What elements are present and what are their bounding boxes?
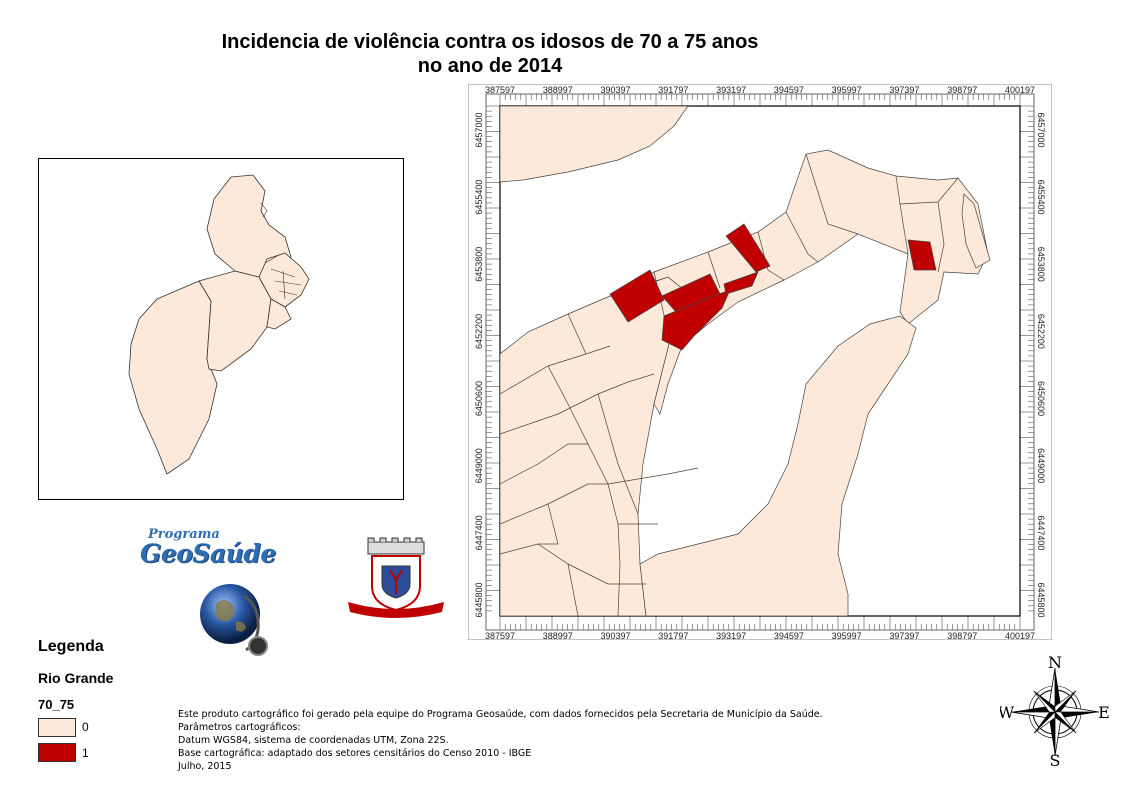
legend-label-0: 0 <box>82 720 89 734</box>
y-labels-left: 6457000 6455400 6453800 6452200 6450600 64490… <box>474 112 484 617</box>
x-coord-label-top: 395997 <box>832 85 862 95</box>
y-coord-label-left: 6447400 <box>474 515 484 550</box>
x-coord-label-bottom: 400197 <box>1005 631 1035 640</box>
x-coord-label-top: 390397 <box>601 85 631 95</box>
compass-e: E <box>1098 703 1110 722</box>
x-labels-top: 387597 388997 390397 391797 393197 394597 3959… <box>485 85 1035 95</box>
globe-stethoscope-icon <box>200 584 268 656</box>
y-coord-label-right: 6445800 <box>1036 582 1046 617</box>
x-coord-label-bottom: 393197 <box>716 631 746 640</box>
y-coord-label-left: 6452200 <box>474 314 484 349</box>
y-coord-label-right: 6457000 <box>1036 112 1046 147</box>
logo-geosaude-text: GeoSaúde <box>140 539 276 568</box>
logo-program-text: Programa <box>148 527 220 542</box>
compass-n: N <box>1048 653 1062 672</box>
legend-swatch-1 <box>38 743 76 762</box>
inset-region-central <box>198 270 272 372</box>
y-coord-label-left: 6455400 <box>474 180 484 215</box>
y-coord-label-right: 6452200 <box>1036 314 1046 349</box>
map-notes: Este produto cartográfico foi gerado pel… <box>178 708 823 773</box>
geosaude-logo: Programa GeoSaúde <box>140 527 300 566</box>
legend-layer-name: Rio Grande <box>38 670 114 686</box>
main-map: 387597 388997 390397 391797 393197 394597 3959… <box>467 83 1053 641</box>
note-line: Julho, 2015 <box>178 761 232 772</box>
sector-highlight-1 <box>609 269 665 323</box>
land-north-strip <box>500 106 689 183</box>
inset-region-urban <box>258 252 310 308</box>
x-coord-label-top: 388997 <box>543 85 573 95</box>
map-title-line2: no ano de 2014 <box>417 55 563 77</box>
legend-field-name: 70_75 <box>38 697 75 712</box>
sector-highlight-3 <box>661 289 731 351</box>
sector-highlight-5 <box>725 223 771 273</box>
x-labels-bottom: 387597 388997 390397 391797 393197 394597 3959… <box>485 631 1035 641</box>
x-coord-label-bottom: 398797 <box>947 631 977 640</box>
x-coord-label-bottom: 390397 <box>601 631 631 640</box>
x-coord-label-top: 393197 <box>716 85 746 95</box>
y-coord-label-right: 6453800 <box>1036 247 1046 282</box>
map-title: Incidencia de violência contra os idosos… <box>150 30 830 78</box>
x-coord-label-top: 391797 <box>658 85 688 95</box>
y-coord-label-right: 6450600 <box>1036 381 1046 416</box>
highlight-sectors <box>609 223 937 351</box>
y-coord-label-left: 6450600 <box>474 381 484 416</box>
x-coord-label-bottom: 388997 <box>543 631 573 640</box>
compass-w: W <box>1000 703 1015 722</box>
legend-title: Legenda <box>38 638 104 655</box>
y-coord-label-left: 6445800 <box>474 582 484 617</box>
x-coord-label-bottom: 395997 <box>832 631 862 640</box>
note-line: Este produto cartográfico foi gerado pel… <box>178 709 823 720</box>
land-east-barrier <box>961 193 991 269</box>
inset-region-south <box>128 280 218 475</box>
city-crest-icon <box>348 537 444 618</box>
x-coord-label-bottom: 397397 <box>889 631 919 640</box>
note-line: Base cartográfica: adaptado dos setores … <box>178 748 532 759</box>
sector-highlight-4 <box>723 271 759 295</box>
x-coord-label-top: 387597 <box>485 85 515 95</box>
x-coord-label-top: 398797 <box>947 85 977 95</box>
x-coord-label-top: 400197 <box>1005 85 1035 95</box>
land-southeast <box>639 315 917 616</box>
sector-highlight-6 <box>907 239 937 271</box>
compass-rose-icon: N S E W <box>1000 653 1110 768</box>
main-map-svg: 387597 388997 390397 391797 393197 394597 3959… <box>467 83 1053 641</box>
x-coord-label-bottom: 391797 <box>658 631 688 640</box>
x-coord-label-bottom: 387597 <box>485 631 515 640</box>
note-line: Parâmetros cartográficos: <box>178 722 301 733</box>
y-coord-label-right: 6447400 <box>1036 515 1046 550</box>
x-coord-label-top: 394597 <box>774 85 804 95</box>
y-coord-label-right: 6455400 <box>1036 180 1046 215</box>
compass-s: S <box>1050 751 1061 768</box>
x-coord-label-bottom: 394597 <box>774 631 804 640</box>
graticule-ticks <box>486 94 1034 630</box>
note-line: Datum WGS84, sistema de coordenadas UTM,… <box>178 735 449 746</box>
y-coord-label-left: 6449000 <box>474 448 484 483</box>
legend-label-1: 1 <box>82 746 89 760</box>
inset-locator-map <box>38 158 404 500</box>
y-coord-label-left: 6457000 <box>474 112 484 147</box>
inset-map-svg <box>128 174 310 475</box>
map-title-line1: Incidencia de violência contra os idosos… <box>221 31 759 53</box>
legend-swatch-0 <box>38 718 76 737</box>
y-coord-label-right: 6449000 <box>1036 448 1046 483</box>
y-coord-label-left: 6453800 <box>474 247 484 282</box>
inset-region-east <box>266 298 292 330</box>
x-coord-label-top: 397397 <box>889 85 919 95</box>
y-labels-right: 6457000 6455400 6453800 6452200 6450600 64490… <box>1036 112 1046 617</box>
